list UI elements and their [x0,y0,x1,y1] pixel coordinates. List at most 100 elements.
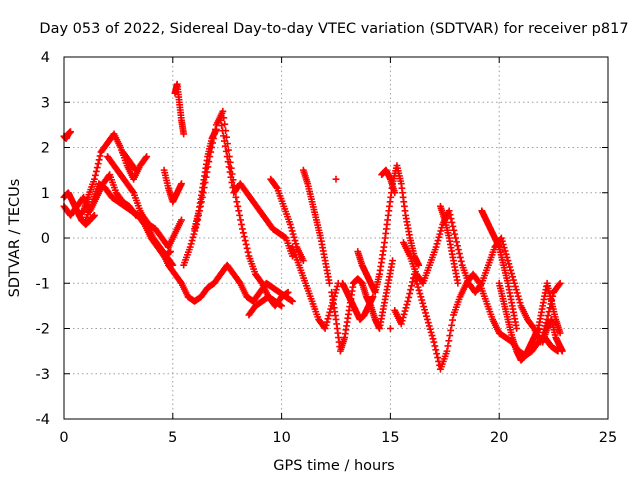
data-point [95,156,103,164]
data-point [92,168,100,175]
chart-title: Day 053 of 2022, Sidereal Day-to-day VTE… [39,21,628,37]
data-point [449,316,456,324]
x-tick-label: 15 [381,430,399,446]
data-point [511,279,518,287]
data-point [445,207,453,215]
data-point [497,234,505,242]
data-point [292,240,300,248]
data-point [222,147,230,155]
data-point [446,332,454,340]
data-point [242,241,250,248]
data-point [324,315,332,323]
y-tick-label: 0 [41,231,50,247]
data-point [432,346,440,354]
x-axis-label: GPS time / hours [273,458,394,474]
data-point [180,130,188,138]
data-point [507,266,515,274]
data-point [437,227,445,235]
data-point [287,224,295,232]
y-tick-label: -1 [36,276,50,292]
data-series [495,279,564,364]
data-point [291,237,299,244]
data-point [409,278,416,286]
data-point [454,242,461,250]
data-point [449,222,457,230]
data-point [400,310,408,318]
data-point [389,257,396,265]
data-point [453,238,461,246]
data-point [515,296,523,303]
data-point [421,306,428,314]
data-point [446,211,454,219]
data-point [325,312,333,319]
data-point [224,158,232,166]
data-point [237,216,244,224]
x-tick-label: 0 [59,430,68,446]
data-point [333,283,341,290]
data-series [400,207,564,346]
data-point [447,215,455,223]
data-point [240,233,248,241]
data-point [429,335,437,343]
data-point [225,163,233,171]
data-point [221,120,229,128]
data-point [91,171,99,179]
data-series [245,293,285,319]
data-point [391,189,399,197]
data-point [131,165,139,173]
data-point [91,175,98,183]
data-point [286,221,294,228]
data-point [188,237,196,244]
data-series [191,126,220,233]
data-point [416,290,424,297]
data-point [514,292,522,300]
data-point [448,219,456,226]
data-point [167,248,175,255]
data-point [401,307,409,315]
data-point [477,281,485,288]
data-point [406,290,414,297]
grid-lines [64,57,608,419]
data-point [129,188,137,195]
data-point [227,173,235,181]
data-point [415,286,423,294]
data-point [434,354,442,361]
data-point [404,297,412,305]
data-point [426,325,434,333]
data-point [558,347,566,355]
data-point [432,243,440,251]
data-point [223,153,231,160]
data-point [397,320,405,328]
data-point [232,193,240,201]
data-point [239,225,246,233]
data-point [327,305,335,313]
data-point [555,281,563,288]
data-point [434,237,442,244]
data-point [513,325,521,332]
data-point [289,230,297,238]
data-point [299,257,307,265]
y-axis-label: SDTVAR / TECUs [7,179,23,298]
data-point [447,327,455,334]
data-point [433,350,441,358]
data-point [326,279,333,287]
y-tick-label: 3 [41,95,50,111]
data-point [423,312,430,320]
data-point [322,321,330,329]
data-series [158,248,296,305]
data-point [423,316,431,323]
data-point [405,294,413,301]
data-point [189,233,197,241]
data-series [378,166,399,197]
data-point [178,180,185,188]
data-point [93,164,101,171]
data-point [424,319,432,327]
data-series [119,148,140,174]
data-point [436,230,444,238]
data-point [443,347,451,355]
data-point [414,283,422,291]
data-point [321,325,329,332]
data-series [437,202,462,287]
data-point [142,154,150,162]
